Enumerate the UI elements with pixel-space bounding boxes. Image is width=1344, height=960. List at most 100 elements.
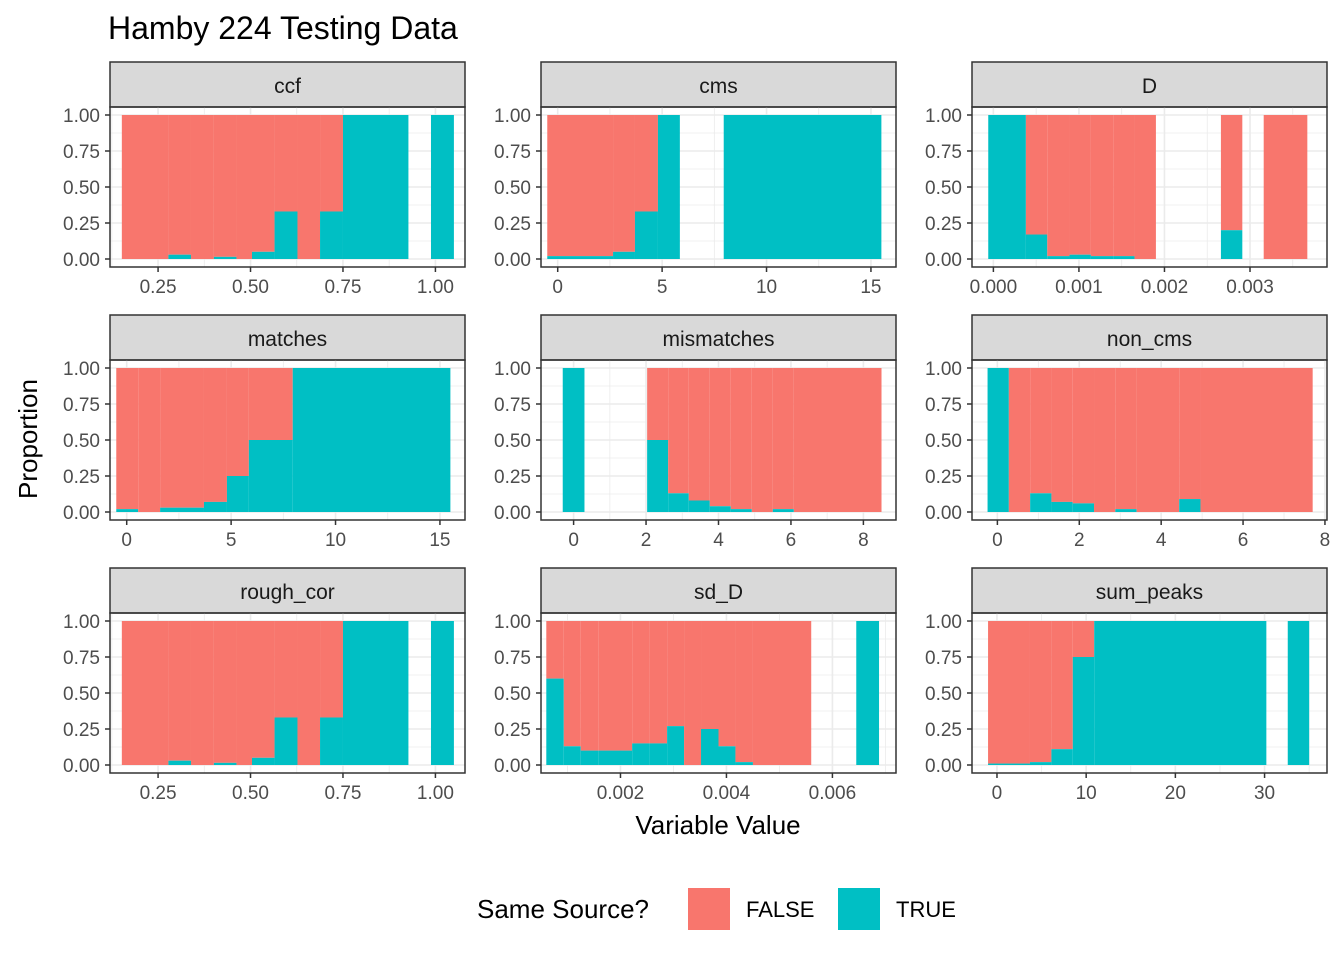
x-tick-label: 0.001 bbox=[1055, 277, 1103, 298]
x-tick-label: 4 bbox=[1156, 530, 1167, 551]
bar-false bbox=[1200, 368, 1313, 512]
y-tick-label: 1.00 bbox=[925, 612, 962, 633]
bar-false bbox=[688, 368, 710, 501]
x-tick-label: 15 bbox=[429, 530, 450, 551]
bar-true bbox=[160, 507, 204, 512]
bar-false bbox=[1008, 368, 1031, 512]
bar-false bbox=[203, 368, 227, 502]
y-tick-label: 0.25 bbox=[925, 214, 962, 235]
y-tick-label: 0.75 bbox=[925, 142, 962, 163]
y-tick-label: 0.00 bbox=[494, 503, 531, 524]
bar-true bbox=[647, 440, 669, 512]
facet-mismatches: mismatches 0.00 0.25 0.50 0.75 1.00 0 2 4 6 8 bbox=[494, 314, 897, 551]
bar-true bbox=[1047, 256, 1070, 259]
bars-mismatches bbox=[562, 368, 882, 512]
bar-false bbox=[1113, 115, 1135, 257]
bar-true bbox=[730, 509, 752, 512]
y-tick-label: 0.75 bbox=[925, 395, 962, 416]
x-tick-label: 0.25 bbox=[140, 277, 177, 298]
x-tick-label: 0 bbox=[992, 530, 1003, 551]
bar-true bbox=[1051, 501, 1073, 512]
bar-true bbox=[649, 743, 668, 765]
strip-label-cms: cms bbox=[699, 75, 738, 98]
y-tick-label: 0.50 bbox=[925, 178, 962, 199]
bar-true bbox=[634, 211, 658, 259]
strip-label-ccf: ccf bbox=[274, 75, 301, 98]
x-tick-label: 6 bbox=[1238, 530, 1249, 551]
bar-false bbox=[213, 115, 237, 257]
y-tick-label: 1.00 bbox=[63, 359, 100, 380]
x-tick-label: 0.006 bbox=[809, 783, 857, 804]
y-tick-label: 0.25 bbox=[925, 720, 962, 741]
bar-true bbox=[1113, 256, 1135, 259]
x-tick-label: 20 bbox=[1165, 783, 1186, 804]
bar-true bbox=[116, 509, 139, 512]
bar-false bbox=[236, 621, 252, 765]
facet-matches: matches 0.00 0.25 0.50 0.75 1.00 0 5 10 15 bbox=[63, 314, 466, 551]
bar-true bbox=[987, 368, 1009, 512]
x-tick-label: 0.50 bbox=[232, 277, 269, 298]
bars-matches bbox=[116, 368, 451, 512]
bar-true bbox=[168, 254, 191, 259]
facet-ccf: ccf 0.00 0.25 0.50 0.75 1.00 0.25 0.50 0.75 1.00 bbox=[63, 61, 466, 298]
bar-true bbox=[1069, 254, 1091, 259]
bar-true bbox=[168, 760, 191, 765]
bar-true bbox=[213, 762, 237, 765]
strip-rough-cor bbox=[109, 567, 466, 614]
bar-false bbox=[190, 621, 214, 765]
y-tick-label: 0.00 bbox=[63, 756, 100, 777]
bar-true bbox=[667, 726, 685, 765]
legend-label-true: TRUE bbox=[896, 897, 956, 922]
y-tick-label: 0.50 bbox=[494, 431, 531, 452]
y-tick-label: 1.00 bbox=[63, 106, 100, 127]
x-tick-label: 10 bbox=[1076, 783, 1097, 804]
bar-true bbox=[252, 251, 275, 259]
bar-false bbox=[988, 621, 1030, 764]
y-tick-label: 0.50 bbox=[494, 684, 531, 705]
strip-sd-D bbox=[540, 567, 897, 614]
y-tick-label: 0.75 bbox=[63, 648, 100, 669]
bar-false bbox=[751, 368, 773, 512]
bar-true bbox=[598, 750, 633, 765]
x-tick-label: 30 bbox=[1254, 783, 1275, 804]
bar-true bbox=[1072, 503, 1095, 512]
bar-false bbox=[213, 621, 237, 763]
bars-sd-D bbox=[546, 621, 880, 765]
x-tick-label: 0.004 bbox=[703, 783, 751, 804]
bar-false bbox=[1030, 368, 1052, 494]
bar-true bbox=[723, 115, 882, 259]
bar-true bbox=[274, 717, 298, 765]
bars-sum-peaks bbox=[988, 621, 1310, 765]
facet-D: D 0.00 0.25 0.50 0.75 1.00 0.000 0.001 0.002 0.00… bbox=[925, 61, 1328, 298]
bar-true bbox=[1029, 762, 1052, 765]
bar-false bbox=[236, 115, 252, 259]
x-tick-label: 0.25 bbox=[140, 783, 177, 804]
x-tick-label: 2 bbox=[1074, 530, 1085, 551]
bar-true bbox=[274, 211, 298, 259]
bar-true bbox=[342, 621, 409, 765]
bar-false bbox=[160, 368, 204, 508]
y-tick-label: 1.00 bbox=[494, 612, 531, 633]
y-tick-label: 1.00 bbox=[494, 106, 531, 127]
legend-swatch-false bbox=[688, 888, 730, 930]
x-tick-label: 6 bbox=[786, 530, 797, 551]
x-tick-label: 0 bbox=[568, 530, 579, 551]
x-tick-label: 10 bbox=[756, 277, 777, 298]
bar-false bbox=[1025, 115, 1048, 235]
bar-false bbox=[1263, 115, 1308, 259]
legend: Same Source? FALSE TRUE bbox=[477, 888, 956, 930]
bar-false bbox=[252, 621, 275, 758]
bar-true bbox=[613, 251, 635, 259]
bar-false bbox=[274, 621, 298, 718]
facet-panels: ccf 0.00 0.25 0.50 0.75 1.00 0.25 0.50 0.75 1.00 c… bbox=[63, 61, 1330, 804]
strip-D bbox=[971, 61, 1328, 108]
bar-false bbox=[1072, 368, 1095, 504]
bar-true bbox=[668, 493, 689, 512]
bar-false bbox=[563, 621, 581, 747]
bar-true bbox=[320, 211, 343, 259]
y-tick-label: 0.25 bbox=[63, 720, 100, 741]
y-tick-label: 1.00 bbox=[925, 106, 962, 127]
bars-ccf bbox=[121, 115, 454, 259]
bar-false bbox=[772, 368, 794, 510]
y-tick-label: 0.25 bbox=[63, 214, 100, 235]
